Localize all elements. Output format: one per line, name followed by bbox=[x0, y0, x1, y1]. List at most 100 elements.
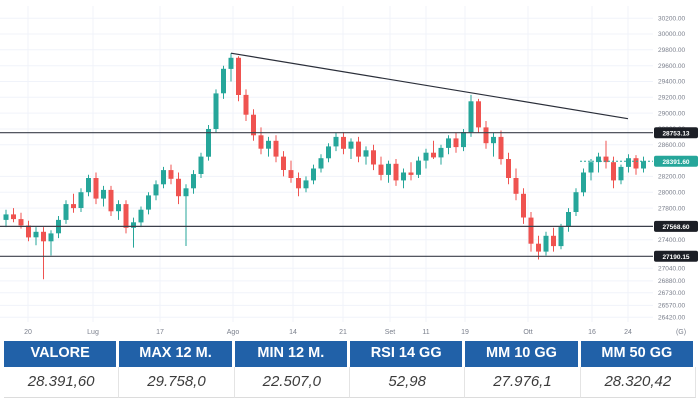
price-badge: 28391.60 bbox=[654, 155, 698, 167]
svg-text:26420.00: 26420.00 bbox=[658, 314, 685, 321]
candle bbox=[221, 65, 226, 99]
candle bbox=[71, 193, 76, 213]
candle bbox=[558, 223, 564, 250]
candle bbox=[198, 152, 204, 178]
candle bbox=[296, 172, 301, 197]
candle bbox=[536, 235, 541, 260]
candle bbox=[393, 159, 399, 186]
price-chart[interactable]: 30200.00 30000.00 29800.00 29600.00 29400.00… bbox=[0, 0, 700, 341]
svg-text:27568.60: 27568.60 bbox=[662, 224, 689, 231]
candle bbox=[611, 156, 616, 189]
candle bbox=[288, 160, 294, 183]
svg-text:29200.00: 29200.00 bbox=[658, 95, 685, 102]
svg-text:21: 21 bbox=[339, 329, 347, 336]
table-header-max12m: MAX 12 M. bbox=[119, 341, 235, 367]
candle bbox=[146, 192, 151, 215]
candle bbox=[41, 227, 46, 280]
table-value-max12m: 29.758,0 bbox=[119, 366, 235, 398]
candle bbox=[243, 89, 249, 121]
table-value-min12m: 22.507,0 bbox=[234, 366, 350, 398]
candle bbox=[378, 156, 384, 181]
candle bbox=[78, 188, 84, 212]
table-value-mm50: 28.320,42 bbox=[580, 366, 696, 398]
candle bbox=[371, 144, 376, 171]
table-value-valore: 28.391,60 bbox=[4, 366, 120, 398]
candle bbox=[363, 146, 369, 165]
svg-text:28391.60: 28391.60 bbox=[662, 159, 689, 166]
candle bbox=[176, 172, 181, 205]
candle bbox=[123, 200, 129, 234]
candle bbox=[453, 132, 459, 153]
candle bbox=[543, 231, 549, 256]
svg-text:27190.15: 27190.15 bbox=[662, 254, 689, 261]
svg-text:26730.00: 26730.00 bbox=[658, 290, 685, 297]
svg-text:30000.00: 30000.00 bbox=[658, 31, 685, 38]
candle bbox=[183, 184, 189, 246]
svg-text:29000.00: 29000.00 bbox=[658, 110, 685, 117]
candle bbox=[326, 143, 331, 163]
svg-text:28000.00: 28000.00 bbox=[658, 189, 685, 196]
table-header-rsi14: RSI 14 GG bbox=[350, 341, 466, 367]
candle bbox=[228, 53, 234, 82]
candle bbox=[138, 206, 144, 228]
svg-text:(G): (G) bbox=[676, 329, 686, 336]
candle bbox=[386, 160, 391, 183]
candle bbox=[56, 216, 61, 239]
candle bbox=[131, 217, 136, 248]
candle bbox=[476, 98, 481, 133]
candle bbox=[468, 94, 474, 137]
trendline[interactable] bbox=[230, 52, 629, 120]
candle bbox=[423, 148, 429, 169]
price-badge: 27568.60 bbox=[654, 220, 698, 232]
svg-text:Set: Set bbox=[385, 329, 396, 336]
svg-text:27400.00: 27400.00 bbox=[658, 237, 685, 244]
svg-text:19: 19 bbox=[461, 329, 469, 336]
svg-text:29600.00: 29600.00 bbox=[658, 63, 685, 70]
candle bbox=[348, 138, 354, 159]
candle bbox=[168, 164, 174, 185]
svg-text:11: 11 bbox=[422, 329, 429, 336]
candle bbox=[528, 212, 534, 252]
candle bbox=[258, 127, 264, 155]
candle bbox=[498, 130, 504, 165]
svg-text:28200.00: 28200.00 bbox=[658, 174, 685, 181]
grid-layer bbox=[0, 6, 653, 322]
candle bbox=[521, 188, 526, 224]
candle bbox=[48, 230, 54, 256]
svg-text:28600.00: 28600.00 bbox=[658, 142, 685, 149]
table-header-min12m: MIN 12 M. bbox=[234, 341, 350, 367]
candle bbox=[416, 156, 421, 178]
candle bbox=[116, 200, 121, 220]
candle bbox=[333, 132, 339, 152]
candle bbox=[93, 172, 99, 205]
candle bbox=[101, 185, 106, 207]
y-axis-labels: 30200.00 30000.00 29800.00 29600.00 29400.00… bbox=[658, 15, 685, 321]
svg-text:28753.13: 28753.13 bbox=[662, 130, 689, 137]
candle bbox=[581, 168, 586, 197]
candle bbox=[108, 185, 114, 216]
candle bbox=[161, 166, 166, 189]
price-badge: 28753.13 bbox=[654, 127, 698, 139]
svg-text:29800.00: 29800.00 bbox=[658, 47, 685, 54]
svg-text:Ott: Ott bbox=[523, 329, 532, 336]
candle bbox=[273, 135, 279, 163]
svg-text:26880.00: 26880.00 bbox=[658, 278, 685, 285]
summary-table: VALORE MAX 12 M. MIN 12 M. RSI 14 GG MM … bbox=[4, 341, 696, 398]
price-chart-panel[interactable]: 30200.00 30000.00 29800.00 29600.00 29400.00… bbox=[0, 0, 700, 341]
level-lines[interactable] bbox=[0, 132, 653, 257]
svg-text:26570.00: 26570.00 bbox=[658, 303, 685, 310]
candle bbox=[618, 164, 624, 185]
candle bbox=[551, 227, 556, 252]
candle bbox=[281, 151, 286, 177]
candle bbox=[596, 152, 601, 173]
candle bbox=[63, 200, 69, 224]
candle bbox=[491, 132, 496, 157]
candle bbox=[566, 208, 571, 232]
candle bbox=[588, 159, 594, 181]
candle bbox=[603, 140, 609, 169]
candle bbox=[206, 125, 211, 161]
candle bbox=[26, 220, 31, 242]
candle bbox=[311, 164, 316, 185]
table-header-valore: VALORE bbox=[4, 341, 120, 367]
table-value-rsi14: 52,98 bbox=[350, 366, 466, 398]
